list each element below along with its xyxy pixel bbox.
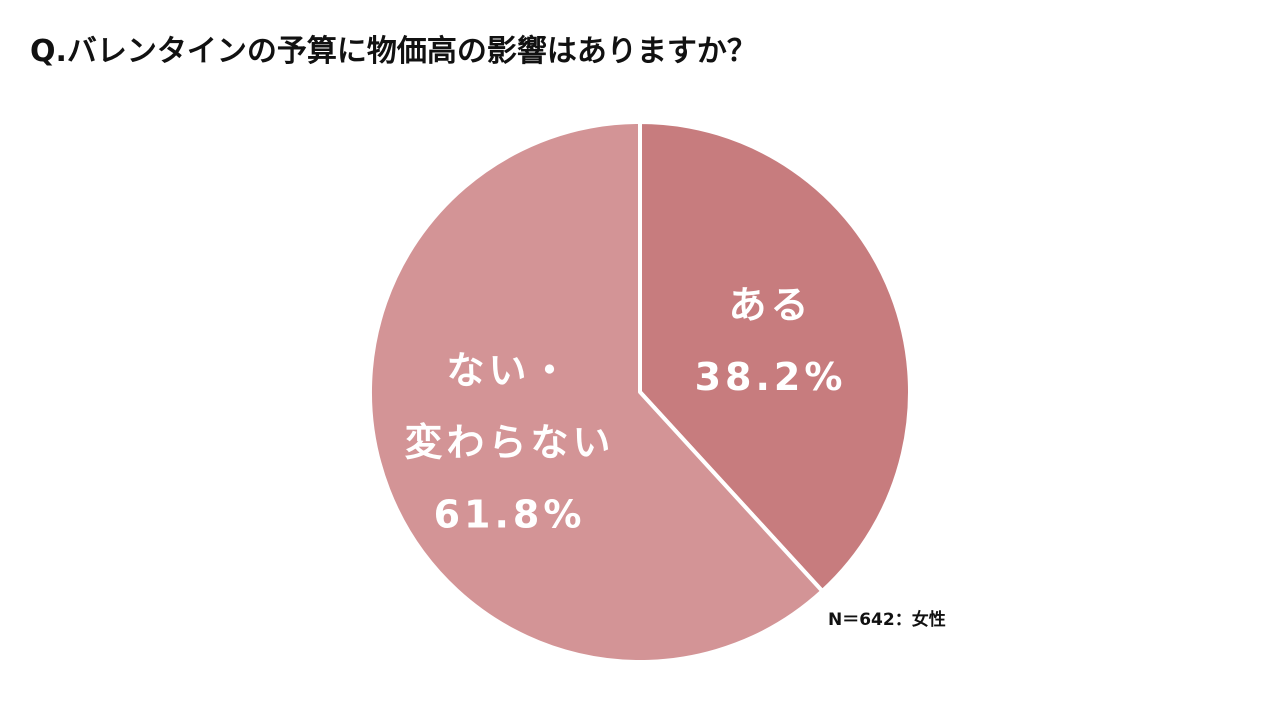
slice-label: ない・ 変わらない 61.8% [404, 334, 614, 551]
value-label: 61.8% [433, 492, 586, 537]
value-label: 38.2% [694, 355, 847, 400]
category-label: ある [728, 283, 813, 328]
category-label: ない・ 変わらない [404, 348, 615, 465]
sample-note: N＝642：女性 [828, 610, 946, 630]
slice-label: ある 38.2% [695, 269, 847, 413]
pie-slice [368, 120, 825, 664]
pie-slice [638, 120, 912, 594]
chart-title: Q.バレンタインの予算に物価高の影響はありますか？ [30, 34, 757, 69]
